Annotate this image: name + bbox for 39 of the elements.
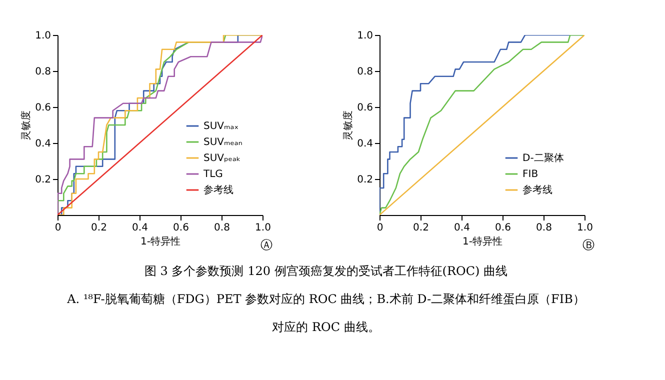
- y-tick-label: 1.0: [357, 30, 373, 42]
- y-tick-label: 0.2: [35, 174, 51, 186]
- x-axis-title: 1-特异性: [140, 236, 180, 248]
- text: Ⓐ: [260, 238, 272, 252]
- y-tick-label: 0.6: [357, 102, 373, 114]
- x-tick-label: 0.2: [413, 222, 429, 234]
- legend-label: SUVₘₑₐₙ: [204, 137, 242, 148]
- legend-label: FIB: [522, 169, 538, 180]
- y-tick-label: 1.0: [35, 30, 51, 42]
- y-tick-label: 0.8: [35, 66, 51, 78]
- text: A. ¹⁸F-脱氧葡萄糖（FDG）PET 参数对应的 ROC 曲线；B.术前 D-二聚体和纤维蛋白原（FIB）: [66, 292, 585, 306]
- legend-label: SUVₚₑₐₖ: [204, 153, 241, 164]
- y-axis-title: 灵敏度: [342, 110, 354, 140]
- caption: 图 3 多个参数预测 120 例宫颈癌复发的受试者工作特征(ROC) 曲线: [144, 264, 508, 278]
- text: Ⓑ: [582, 238, 594, 252]
- x-axis-title: 1-特异性: [462, 236, 502, 248]
- legend-label: 参考线: [204, 184, 234, 196]
- text: 对应的 ROC 曲线。: [272, 320, 380, 334]
- legend-label: TLG: [202, 169, 223, 180]
- x-tick-label: 0.2: [91, 222, 107, 234]
- x-tick-label: 0.4: [454, 222, 470, 234]
- x-tick-label: 0.6: [495, 222, 511, 234]
- x-tick-label: 0.8: [214, 222, 230, 234]
- x-tick-label: 1.0: [577, 222, 593, 234]
- legend-label: D-二聚体: [522, 152, 564, 164]
- y-tick-label: 0.2: [357, 174, 373, 186]
- legend-label: 参考线: [522, 184, 552, 196]
- legend-label: SUVₘₐₓ: [204, 121, 239, 132]
- y-tick-label: 0.6: [35, 102, 51, 114]
- x-tick-label: 1.0: [255, 222, 271, 234]
- x-tick-label: 0.4: [132, 222, 148, 234]
- x-tick-label: 0.8: [536, 222, 552, 234]
- y-tick-label: 0.8: [357, 66, 373, 78]
- x-tick-label: 0.6: [173, 222, 189, 234]
- y-tick-label: 0.4: [357, 138, 373, 150]
- y-tick-label: 0.4: [35, 138, 51, 150]
- x-tick-label: 0: [376, 222, 384, 234]
- x-tick-label: 0: [54, 222, 62, 234]
- y-axis-title: 灵敏度: [20, 110, 32, 140]
